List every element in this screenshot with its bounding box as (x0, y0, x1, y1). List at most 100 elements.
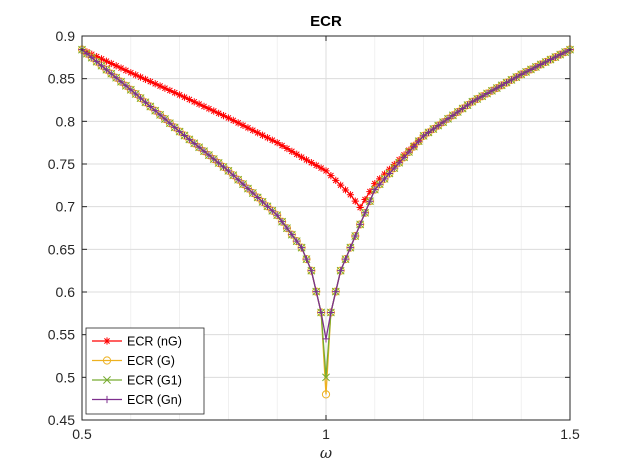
data-point (546, 55, 555, 64)
data-point (561, 48, 569, 56)
data-point (249, 126, 257, 134)
data-point (273, 139, 281, 147)
data-point (327, 308, 335, 317)
data-point (205, 151, 213, 159)
legend-item: ECR (Gn) (92, 393, 182, 407)
y-tick-label: 0.65 (48, 241, 75, 257)
data-point (551, 53, 559, 61)
data-point (161, 84, 169, 92)
data-point (156, 82, 164, 90)
data-point (215, 109, 223, 117)
data-point (273, 211, 281, 219)
data-point (117, 78, 125, 86)
data-point (337, 267, 345, 275)
data-point (332, 176, 340, 184)
data-point (171, 89, 179, 97)
data-point (361, 209, 369, 217)
data-point (298, 153, 306, 161)
y-tick-label: 0.6 (56, 284, 76, 300)
legend-label: ECR (Gn) (127, 393, 182, 407)
legend-item: ECR (G1) (92, 374, 182, 388)
data-point (405, 148, 413, 156)
chart-title: ECR (310, 13, 342, 30)
x-axis-label: ω (320, 444, 332, 462)
data-point (454, 108, 462, 116)
data-point (376, 175, 384, 183)
data-point (132, 90, 140, 98)
data-point (219, 112, 228, 120)
y-tick-label: 0.7 (56, 199, 76, 215)
x-tick-label: 1.5 (560, 426, 580, 442)
data-point (307, 267, 315, 275)
data-point (351, 197, 359, 205)
data-point (112, 74, 120, 82)
x-tick-label: 0.5 (72, 426, 92, 442)
data-point (380, 170, 389, 178)
data-point (146, 102, 154, 111)
data-point (219, 163, 228, 171)
data-point (463, 101, 472, 109)
data-point (127, 69, 135, 77)
y-tick-label: 0.9 (56, 28, 76, 44)
data-point (185, 95, 193, 104)
data-point (103, 376, 111, 384)
data-point (97, 55, 106, 63)
data-point (312, 161, 320, 169)
data-point (156, 111, 164, 119)
y-tick-label: 0.8 (56, 113, 76, 129)
data-point (176, 91, 184, 99)
data-point (332, 287, 340, 296)
data-point (185, 135, 193, 144)
data-point (478, 92, 486, 100)
data-point (151, 80, 159, 88)
data-point (468, 98, 476, 106)
data-point (380, 175, 389, 183)
data-point (200, 102, 208, 110)
data-point (195, 100, 203, 108)
data-point (537, 60, 545, 69)
data-point (351, 232, 359, 240)
data-point (268, 136, 276, 144)
data-point (532, 63, 540, 71)
data-point (278, 141, 286, 150)
data-point (321, 390, 331, 399)
data-point (141, 98, 150, 106)
data-point (263, 134, 272, 142)
legend: ECR (nG) ECR (G) ECR (G1) ECR (Gn) (85, 327, 205, 415)
data-point (268, 207, 276, 215)
data-point (366, 197, 374, 205)
data-point (127, 86, 135, 94)
data-point (400, 153, 408, 161)
data-point (346, 244, 354, 252)
legend-item: ECR (G) (92, 354, 175, 368)
data-point (483, 89, 491, 98)
data-point (298, 244, 306, 252)
data-point (136, 73, 145, 81)
data-point (93, 58, 101, 66)
data-point (190, 98, 198, 106)
data-point (341, 186, 350, 194)
data-point (302, 156, 311, 164)
data-point (410, 142, 418, 151)
x-tick-label: 1 (322, 426, 330, 442)
legend-label: ECR (G) (127, 354, 175, 368)
data-point (229, 116, 237, 124)
data-point (141, 75, 150, 83)
data-point (527, 65, 535, 74)
data-point (102, 57, 110, 65)
data-point (229, 171, 237, 179)
data-point (239, 121, 247, 129)
data-point (439, 118, 447, 126)
data-point (420, 132, 428, 140)
data-point (444, 115, 452, 123)
data-point (249, 189, 257, 197)
data-point (322, 167, 330, 175)
data-point (102, 66, 110, 74)
data-point (385, 165, 394, 173)
data-point (517, 70, 525, 78)
data-point (488, 87, 496, 95)
data-point (288, 231, 296, 239)
data-point (327, 172, 335, 180)
data-point (180, 93, 189, 101)
data-point (239, 180, 247, 188)
